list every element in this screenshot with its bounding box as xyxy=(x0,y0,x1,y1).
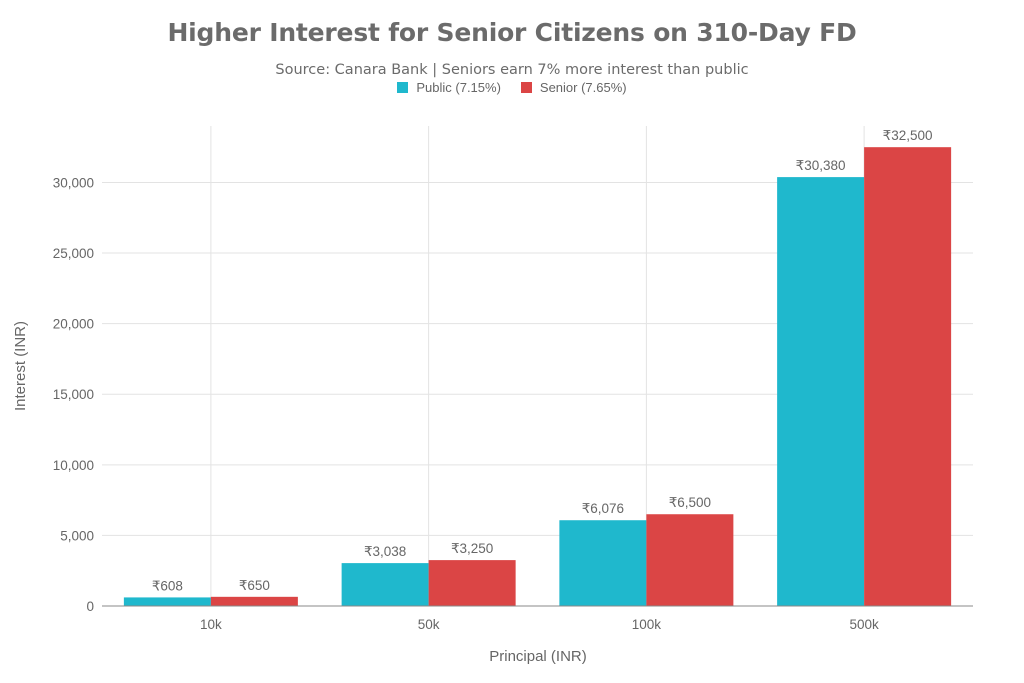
legend-item-senior[interactable]: Senior (7.65%) xyxy=(520,80,627,95)
chart-legend: Public (7.15%) Senior (7.65%) xyxy=(0,80,1024,95)
legend-swatch-public xyxy=(397,82,409,93)
legend-label-senior: Senior (7.65%) xyxy=(539,80,627,95)
x-tick-label: 10k xyxy=(200,617,222,632)
y-tick-label: 10,000 xyxy=(53,458,94,473)
bar-public xyxy=(777,177,865,606)
data-label-senior: ₹6,500 xyxy=(669,495,711,510)
bar-senior xyxy=(864,147,952,607)
bar-senior xyxy=(210,596,298,606)
y-tick-label: 0 xyxy=(86,599,94,614)
bar-public xyxy=(559,520,647,606)
y-tick-label: 30,000 xyxy=(53,175,94,190)
bar-public xyxy=(123,597,211,606)
x-tick-label: 500k xyxy=(849,617,879,632)
data-label-senior: ₹650 xyxy=(239,578,270,593)
data-label-public: ₹3,038 xyxy=(364,544,406,559)
data-label-public: ₹608 xyxy=(152,578,183,593)
legend-label-public: Public (7.15%) xyxy=(416,80,501,95)
bar-senior xyxy=(428,560,516,606)
axes: 0 5,000 10,000 15,000 20,000 25,000 30,000 10k 5… xyxy=(53,175,973,632)
y-tick-label: 25,000 xyxy=(53,246,94,261)
y-tick-label: 5,000 xyxy=(60,528,94,543)
y-tick-label: 20,000 xyxy=(53,317,94,332)
x-axis-label: Principal (INR) xyxy=(489,648,587,665)
legend-item-public[interactable]: Public (7.15%) xyxy=(397,80,501,95)
bar-senior xyxy=(646,514,734,606)
data-label-senior: ₹3,250 xyxy=(451,541,493,556)
data-label-public: ₹30,380 xyxy=(796,158,846,173)
y-tick-label: 15,000 xyxy=(53,387,94,402)
x-tick-label: 100k xyxy=(632,617,662,632)
data-label-public: ₹6,076 xyxy=(582,501,624,516)
chart-title: Higher Interest for Senior Citizens on 3… xyxy=(167,18,857,47)
y-axis-label: Interest (INR) xyxy=(12,321,29,411)
bar-public xyxy=(341,563,429,606)
legend-swatch-senior xyxy=(520,82,532,93)
chart-subtitle: Source: Canara Bank | Seniors earn 7% mo… xyxy=(275,62,749,78)
x-tick-label: 50k xyxy=(418,617,440,632)
bars: ₹608 ₹650 ₹3,038 ₹3,250 ₹6,076 ₹6,500 ₹30,380 ₹… xyxy=(123,128,952,607)
data-label-senior: ₹32,500 xyxy=(883,128,933,143)
